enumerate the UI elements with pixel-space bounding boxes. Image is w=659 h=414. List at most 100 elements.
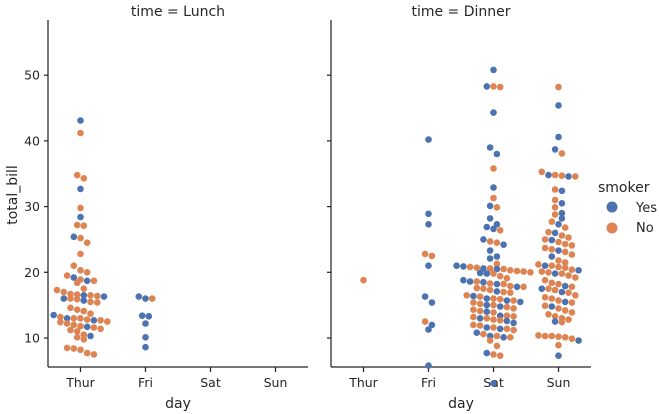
swarm-point-yes — [555, 133, 562, 141]
legend: smoker Yes No — [598, 180, 657, 236]
swarm-point-no — [555, 280, 562, 288]
swarm-point-no — [507, 289, 514, 297]
swarm-point-yes — [486, 332, 494, 340]
swarm-point-no — [541, 302, 549, 310]
y-tick-label: 20 — [24, 265, 40, 280]
swarm-point-yes — [483, 83, 491, 90]
swarm-point-no — [503, 312, 511, 320]
swarm-point-no — [555, 238, 562, 246]
swarm-point-no — [87, 292, 94, 299]
swarm-point-no — [561, 224, 569, 231]
swarm-point-yes — [486, 202, 494, 210]
swarm-point-yes — [490, 66, 497, 74]
legend-item-no: No — [606, 221, 654, 236]
panel-lunch: time = Lunch 10 20 30 40 50 Thur Fri Sat Sun da… — [24, 4, 308, 412]
swarm-point-no — [535, 261, 542, 268]
swarm-point-yes — [555, 221, 562, 228]
swarm-point-no — [473, 278, 481, 285]
y-tick-label: 40 — [24, 133, 40, 148]
swarm-point-no — [551, 186, 559, 193]
swarm-point-no — [496, 295, 504, 303]
x-tick-label: Thur — [348, 375, 378, 390]
swarm-point-yes — [83, 323, 91, 331]
swarm-point-no — [77, 129, 84, 137]
swarm-point-yes — [77, 117, 84, 124]
swarm-point-no — [548, 218, 556, 225]
swarm-point-no — [486, 265, 494, 272]
swarm-point-no — [480, 285, 487, 293]
swarm-point-yes — [425, 262, 432, 270]
swarm-point-no — [470, 321, 477, 329]
swarm-point-no — [57, 313, 64, 321]
legend-label-no: No — [636, 221, 654, 236]
swarm-point-no — [555, 83, 562, 91]
swarm-point-no — [500, 288, 507, 296]
swarm-point-no — [70, 315, 78, 322]
swarm-point-no — [493, 342, 501, 350]
swarm-point-yes — [80, 297, 88, 304]
swarm-point-no — [87, 310, 94, 318]
swarm-point-no — [493, 204, 501, 211]
x-tick-label: Sat — [200, 375, 221, 390]
swarm-point-no — [463, 292, 471, 299]
swarm-point-no — [565, 234, 572, 241]
swarm-point-no — [496, 317, 504, 324]
swarm-point-no — [555, 333, 562, 341]
swarm-point-yes — [135, 293, 143, 300]
swarm-point-yes — [460, 263, 467, 270]
swarm-point-yes — [460, 276, 467, 284]
swarm-point-no — [470, 306, 477, 314]
swarm-point-no — [503, 303, 511, 311]
swarm-point-yes — [77, 213, 84, 221]
swarm-point-no — [541, 294, 549, 301]
swarm-point-yes — [70, 233, 78, 241]
swarm-point-yes — [60, 295, 68, 302]
swarm-point-yes — [421, 293, 429, 300]
swarm-point-yes — [555, 352, 562, 360]
swarm-point-no — [503, 325, 511, 333]
swarm-point-no — [561, 240, 569, 248]
swarm-point-no — [80, 175, 88, 182]
swarm-point-yes — [538, 285, 546, 293]
swarm-point-no — [470, 299, 477, 306]
swarm-point-yes — [493, 150, 501, 158]
swarm-point-no — [490, 351, 497, 358]
swarm-point-no — [490, 324, 497, 331]
swarm-point-no — [83, 316, 91, 323]
swarm-point-yes — [545, 171, 552, 179]
swarm-point-no — [510, 305, 517, 312]
swarm-point-no — [541, 236, 549, 243]
y-axis-label: total_bill — [5, 165, 21, 225]
swarm-point-yes — [493, 280, 501, 288]
swarm-point-no — [483, 315, 491, 322]
swarm-point-no — [555, 297, 562, 304]
swarm-point-no — [548, 332, 556, 340]
swarm-point-yes — [513, 283, 521, 291]
swarm-point-no — [535, 332, 542, 339]
swarm-point-yes — [548, 303, 556, 310]
swarm-point-no — [507, 334, 514, 341]
swarm-point-no — [490, 316, 497, 323]
swarm-point-yes — [558, 200, 566, 207]
swarm-point-yes — [551, 270, 559, 277]
swarm-point-yes — [466, 278, 474, 285]
swarm-point-no — [493, 239, 501, 246]
swarm-point-no — [558, 270, 566, 277]
swarm-point-no — [486, 280, 494, 287]
swarm-point-yes — [425, 221, 432, 228]
swarm-point-no — [77, 346, 84, 354]
swarm-point-no — [476, 300, 484, 308]
swarm-point-yes — [493, 221, 501, 228]
swarm-point-no — [70, 321, 78, 329]
swarm-point-no — [513, 267, 521, 275]
swarm-point-yes — [480, 265, 487, 272]
y-ticks-dinner — [327, 74, 331, 339]
swarm-point-no — [538, 168, 546, 176]
swarm-point-yes — [142, 343, 149, 351]
swarm-point-no — [57, 318, 64, 326]
swarm-point-yes — [425, 210, 432, 218]
swarm-point-yes — [517, 298, 524, 306]
swarm-point-no — [538, 268, 546, 275]
y-tick-label: 10 — [24, 331, 40, 346]
swarm-point-yes — [496, 303, 504, 310]
